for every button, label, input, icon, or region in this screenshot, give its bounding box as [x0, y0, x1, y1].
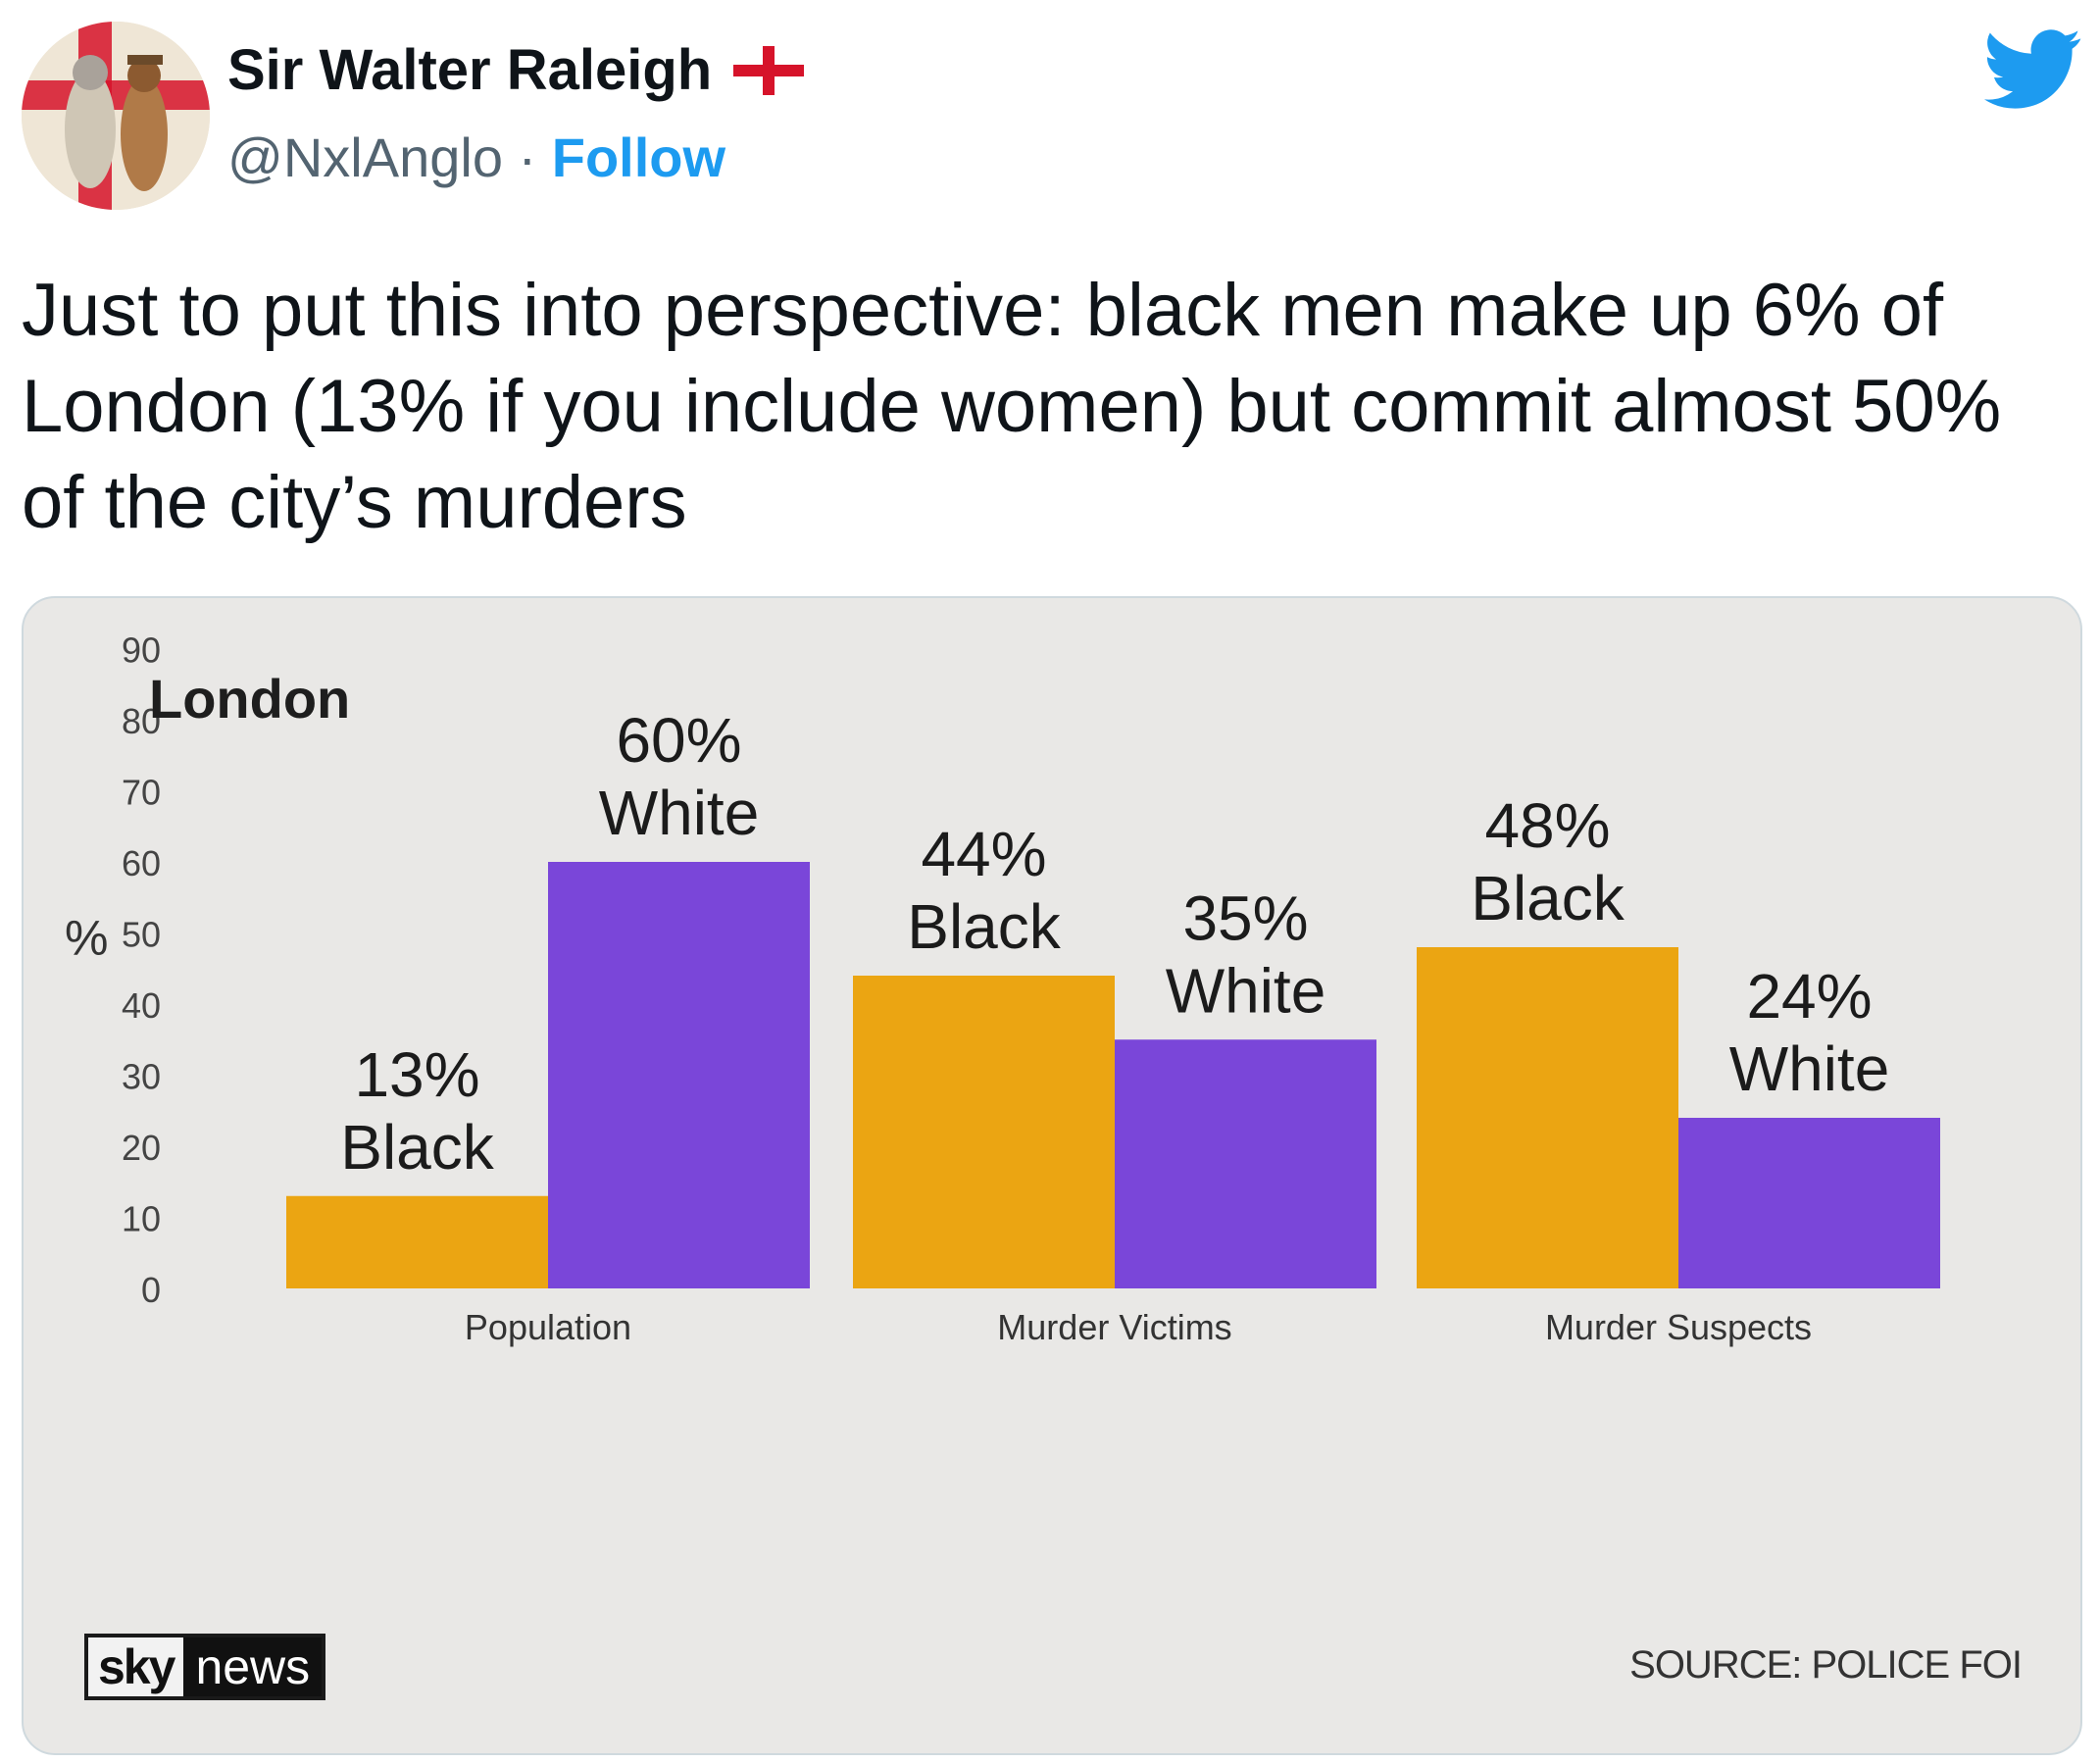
- sky-logo-text: sky: [88, 1637, 184, 1696]
- follow-button[interactable]: Follow: [551, 126, 726, 188]
- x-category-label: Murder Victims: [997, 1307, 1231, 1347]
- x-category-label: Murder Suspects: [1545, 1307, 1812, 1347]
- y-tick-label: 0: [141, 1270, 161, 1310]
- chart-title: London: [149, 668, 351, 730]
- bar-data-label: White: [1166, 955, 1326, 1026]
- bar-data-value: 44%: [921, 819, 1046, 889]
- news-logo-text: news: [183, 1637, 323, 1696]
- y-tick-label: 70: [122, 773, 161, 813]
- y-tick-label: 30: [122, 1057, 161, 1097]
- x-category-label: Population: [465, 1307, 631, 1347]
- y-tick-label: 60: [122, 843, 161, 883]
- author-display-name[interactable]: Sir Walter Raleigh: [227, 37, 805, 103]
- sky-news-logo: sky news: [84, 1634, 326, 1700]
- bar-black: [1417, 947, 1678, 1288]
- separator-dot: ·: [518, 126, 537, 188]
- author-name-text: Sir Walter Raleigh: [227, 38, 713, 102]
- author-handle-row: @NxlAnglo · Follow: [227, 126, 725, 189]
- y-tick-label: 50: [122, 915, 161, 955]
- bar-data-value: 48%: [1484, 790, 1610, 861]
- bar-data-value: 13%: [354, 1039, 479, 1110]
- bar-data-label: Black: [340, 1112, 495, 1183]
- bar-data-label: White: [599, 778, 760, 848]
- y-tick-label: 90: [122, 630, 161, 671]
- bar-data-label: White: [1729, 1033, 1890, 1104]
- bar-data-label: Black: [1471, 863, 1625, 933]
- bar-chart: 0102030405060708090100% Black13%White60%…: [65, 598, 1940, 1347]
- twitter-bird-icon[interactable]: [1984, 27, 2082, 112]
- bar-black: [853, 976, 1115, 1288]
- bar-data-label: Black: [907, 891, 1062, 962]
- bar-white: [1115, 1039, 1376, 1288]
- chart-source: SOURCE: POLICE FOI: [1629, 1643, 2023, 1687]
- tweet-text: Just to put this into perspective: black…: [22, 269, 2002, 544]
- bar-white: [548, 862, 810, 1288]
- bar-white: [1678, 1118, 1940, 1288]
- bar-black: [286, 1195, 548, 1288]
- avatar[interactable]: [22, 22, 210, 210]
- y-tick-label: 40: [122, 985, 161, 1026]
- y-tick-label: 80: [122, 701, 161, 741]
- tweet-media-card[interactable]: 0102030405060708090100% Black13%White60%…: [22, 596, 2082, 1755]
- y-tick-label: 10: [122, 1199, 161, 1239]
- y-axis-label: %: [65, 911, 108, 966]
- bar-data-value: 24%: [1746, 961, 1872, 1032]
- england-flag-icon: [733, 45, 805, 95]
- avatar-image: [22, 22, 210, 210]
- bar-data-value: 60%: [616, 705, 741, 776]
- bar-data-value: 35%: [1182, 882, 1308, 953]
- y-tick-label: 100: [102, 598, 161, 599]
- y-tick-label: 20: [122, 1128, 161, 1168]
- author-handle[interactable]: @NxlAnglo: [227, 126, 503, 188]
